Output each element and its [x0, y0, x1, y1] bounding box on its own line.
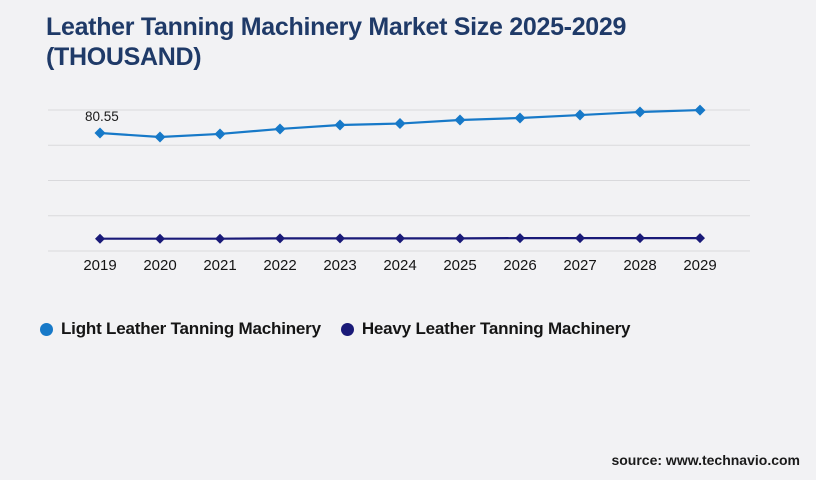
diamond-marker [214, 128, 226, 140]
diamond-marker [334, 119, 346, 131]
x-axis-label: 2024 [383, 257, 417, 274]
diamond-marker [394, 118, 406, 130]
diamond-marker [695, 233, 705, 244]
diamond-marker [95, 233, 105, 244]
x-axis-label: 2023 [323, 257, 357, 274]
x-axis-label: 2027 [563, 257, 597, 274]
diamond-marker [454, 114, 466, 126]
x-axis-label: 2026 [503, 257, 537, 274]
x-axis-label: 2020 [143, 257, 177, 274]
diamond-marker [155, 233, 165, 244]
diamond-marker [694, 104, 706, 116]
diamond-marker [395, 233, 405, 244]
legend-label-light: Light Leather Tanning Machinery [61, 319, 321, 338]
data-point-label: 80.55 [85, 109, 119, 124]
diamond-marker [574, 109, 586, 121]
x-axis-label: 2022 [263, 257, 297, 274]
legend-item-heavy: Heavy Leather Tanning Machinery [340, 319, 631, 339]
legend: Light Leather Tanning Machinery Heavy Le… [40, 319, 630, 339]
legend-marker-light-icon [40, 322, 53, 336]
diamond-marker [515, 233, 525, 244]
diamond-marker [335, 233, 345, 244]
x-axis-label: 2025 [443, 257, 477, 274]
legend-label-heavy: Heavy Leather Tanning Machinery [361, 319, 631, 338]
x-axis-label: 2028 [623, 257, 657, 274]
diamond-marker [575, 233, 585, 244]
diamond-marker [455, 233, 465, 244]
x-axis-label: 2021 [203, 257, 237, 274]
x-axis-label: 2019 [83, 257, 117, 274]
diamond-marker [635, 233, 645, 244]
diamond-marker [94, 127, 106, 139]
chart-title: Leather Tanning Machinery Market Size 20… [46, 13, 627, 71]
diamond-marker [275, 233, 285, 244]
diamond-marker [274, 123, 286, 135]
diamond-marker [634, 106, 646, 118]
x-axis-label: 2029 [683, 257, 717, 274]
diamond-marker [154, 131, 166, 143]
diamond-marker [215, 233, 225, 244]
legend-item-light: Light Leather Tanning Machinery [40, 319, 321, 339]
source-attribution: source: www.technavio.com [611, 452, 800, 468]
legend-marker-heavy-icon [340, 322, 354, 336]
diamond-marker [514, 112, 526, 124]
